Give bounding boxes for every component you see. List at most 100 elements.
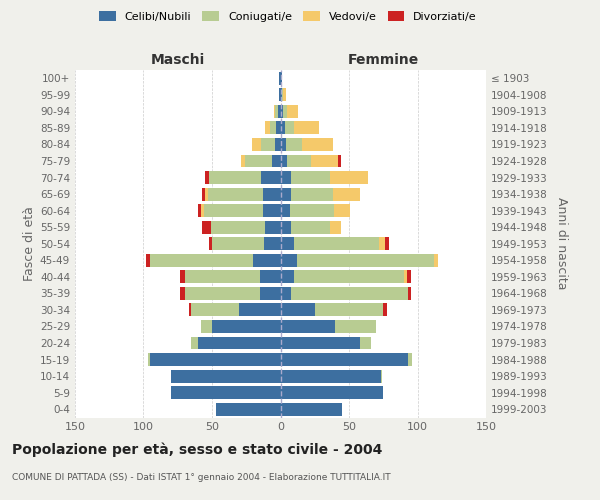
Bar <box>278 105 281 118</box>
Bar <box>380 370 382 382</box>
Bar <box>292 188 332 200</box>
Bar <box>287 154 311 168</box>
Bar <box>216 403 281 415</box>
Bar <box>253 254 281 267</box>
Bar <box>151 353 281 366</box>
Bar <box>181 287 185 300</box>
Bar <box>294 122 319 134</box>
Bar <box>338 154 341 168</box>
Bar <box>292 220 330 234</box>
Bar <box>281 220 292 234</box>
Bar <box>151 254 253 267</box>
Bar <box>275 105 278 118</box>
Bar <box>284 122 294 134</box>
Bar <box>408 353 412 366</box>
Bar <box>385 238 389 250</box>
Bar <box>212 238 264 250</box>
Bar <box>281 105 283 118</box>
Bar <box>202 220 211 234</box>
Bar <box>281 336 360 349</box>
Bar <box>269 122 277 134</box>
Bar <box>265 220 281 234</box>
Text: Maschi: Maschi <box>151 52 205 66</box>
Text: Femmine: Femmine <box>347 52 419 66</box>
Bar <box>281 188 292 200</box>
Bar <box>297 254 434 267</box>
Bar <box>146 254 151 267</box>
Bar <box>281 154 287 168</box>
Bar <box>292 287 408 300</box>
Bar <box>171 370 281 382</box>
Bar <box>262 138 275 151</box>
Bar <box>209 171 262 184</box>
Bar <box>315 304 383 316</box>
Bar <box>287 105 298 118</box>
Bar <box>263 204 281 217</box>
Bar <box>335 320 376 333</box>
Bar <box>211 220 265 234</box>
Bar <box>286 138 302 151</box>
Text: Popolazione per età, sesso e stato civile - 2004: Popolazione per età, sesso e stato civil… <box>12 442 382 457</box>
Bar <box>281 320 335 333</box>
Bar <box>198 204 201 217</box>
Bar <box>245 154 272 168</box>
Bar <box>263 188 281 200</box>
Bar <box>330 171 368 184</box>
Bar <box>311 154 338 168</box>
Bar <box>408 287 410 300</box>
Bar <box>204 204 263 217</box>
Bar <box>281 204 290 217</box>
Bar <box>171 386 281 399</box>
Bar <box>292 171 330 184</box>
Bar <box>281 238 294 250</box>
Y-axis label: Fasce di età: Fasce di età <box>23 206 36 281</box>
Bar <box>264 238 281 250</box>
Bar <box>277 122 281 134</box>
Text: COMUNE DI PATTADA (SS) - Dati ISTAT 1° gennaio 2004 - Elaborazione TUTTITALIA.IT: COMUNE DI PATTADA (SS) - Dati ISTAT 1° g… <box>12 472 391 482</box>
Bar <box>265 122 269 134</box>
Bar <box>241 154 245 168</box>
Bar <box>281 304 315 316</box>
Bar <box>208 188 263 200</box>
Bar <box>334 204 350 217</box>
Bar <box>281 287 292 300</box>
Bar <box>205 188 208 200</box>
Bar <box>283 88 286 102</box>
Bar <box>185 270 260 283</box>
Bar <box>281 270 294 283</box>
Bar <box>283 105 287 118</box>
Bar <box>191 336 198 349</box>
Bar <box>274 105 275 118</box>
Bar <box>379 238 385 250</box>
Bar <box>198 336 281 349</box>
Bar <box>281 386 383 399</box>
Bar <box>281 171 292 184</box>
Bar <box>279 72 281 85</box>
Bar <box>294 270 404 283</box>
Legend: Celibi/Nubili, Coniugati/e, Vedovi/e, Divorziati/e: Celibi/Nubili, Coniugati/e, Vedovi/e, Di… <box>96 8 480 25</box>
Bar <box>239 304 281 316</box>
Bar <box>279 88 281 102</box>
Bar <box>407 270 410 283</box>
Bar <box>262 171 281 184</box>
Bar <box>252 138 262 151</box>
Bar <box>281 254 297 267</box>
Bar <box>281 403 342 415</box>
Bar <box>202 188 205 200</box>
Bar <box>205 171 209 184</box>
Bar <box>290 204 334 217</box>
Bar <box>281 122 284 134</box>
Bar <box>281 353 408 366</box>
Bar <box>360 336 371 349</box>
Bar <box>189 304 191 316</box>
Bar <box>434 254 438 267</box>
Bar <box>191 304 239 316</box>
Bar <box>148 353 151 366</box>
Bar <box>181 270 185 283</box>
Bar <box>209 238 212 250</box>
Bar <box>260 287 281 300</box>
Bar <box>281 138 286 151</box>
Bar <box>185 287 260 300</box>
Bar <box>212 320 281 333</box>
Bar <box>330 220 341 234</box>
